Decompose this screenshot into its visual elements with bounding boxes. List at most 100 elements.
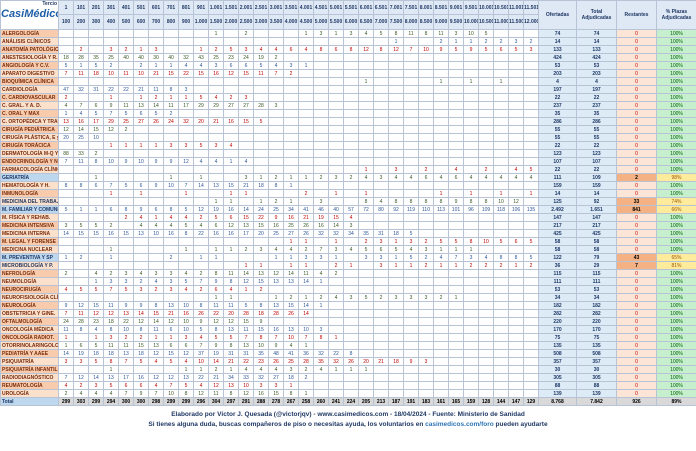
count: 1	[328, 189, 344, 198]
count	[403, 53, 419, 62]
count: 1	[208, 29, 224, 38]
count: 8	[208, 325, 224, 334]
count	[448, 181, 464, 190]
count	[463, 269, 479, 278]
count	[298, 109, 314, 118]
count: 13	[223, 325, 239, 334]
count: 37	[193, 349, 209, 358]
count	[358, 109, 374, 118]
count	[403, 69, 419, 78]
count: 26	[283, 309, 299, 318]
range-end: 6.500	[358, 14, 374, 30]
count	[208, 37, 224, 46]
count: 22	[118, 85, 134, 94]
count: 10	[163, 181, 179, 190]
count: 1	[223, 157, 239, 166]
footer-text: pueden ayudarte	[493, 421, 548, 428]
count	[193, 237, 209, 246]
count: 18	[88, 349, 104, 358]
count: 15	[238, 317, 254, 326]
count	[118, 77, 134, 86]
remaining: 0	[616, 37, 657, 46]
count: 18	[133, 349, 149, 358]
forum-link[interactable]: casimedicos.com/foro	[425, 421, 494, 428]
count: 21	[298, 213, 314, 222]
count	[283, 93, 299, 102]
count	[463, 389, 479, 398]
count	[298, 93, 314, 102]
count	[478, 357, 494, 366]
count	[403, 85, 419, 94]
count	[163, 245, 179, 254]
count	[463, 365, 479, 374]
count: 4	[88, 269, 104, 278]
count	[343, 389, 359, 398]
count	[328, 285, 344, 294]
count	[73, 197, 89, 206]
row: M. LEGAL Y FORENSE 1 1 1 2 3 1 3 2 5 5 8 10 5 6 5 58 58 0 1…	[0, 237, 696, 246]
count	[298, 125, 314, 134]
count	[358, 125, 374, 134]
count: 4	[373, 197, 389, 206]
count	[403, 141, 419, 150]
count: 3	[508, 37, 524, 46]
count	[508, 229, 524, 238]
row: C. ORAL Y MAX 1 4 5 7 5 6 5 2 35 35 0 100%	[0, 109, 696, 118]
count	[508, 285, 524, 294]
count: 11	[118, 69, 134, 78]
awarded: 147	[576, 213, 617, 222]
range-end: 600	[133, 14, 149, 30]
count	[403, 157, 419, 166]
count	[193, 37, 209, 46]
count	[283, 285, 299, 294]
count: 1	[223, 189, 239, 198]
count: 13	[148, 341, 164, 350]
count	[193, 85, 209, 94]
count	[448, 117, 464, 126]
count	[298, 37, 314, 46]
remaining: 926	[616, 397, 657, 406]
count	[238, 253, 254, 262]
count	[238, 293, 254, 302]
remaining: 0	[616, 157, 657, 166]
row: UROLOGÍA 2 4 4 4 7 9 7 10 8 12 11 8 12 16 15 8 1 139 139 0 10…	[0, 389, 696, 398]
count: 224	[343, 397, 359, 406]
count	[178, 165, 194, 174]
count: 165	[448, 397, 464, 406]
row: ANESTESIOLOGÍA Y R. 18 28 35 25 40 40 30 40 32 43 2…	[0, 53, 696, 62]
awarded: 4	[576, 77, 617, 86]
count: 2	[103, 269, 119, 278]
offered: 139	[538, 389, 577, 398]
count	[433, 221, 449, 230]
count	[88, 45, 104, 54]
count	[178, 77, 194, 86]
count	[58, 29, 74, 38]
count	[493, 381, 509, 390]
count	[223, 29, 239, 38]
percent: 100%	[656, 77, 696, 86]
count: 3	[403, 293, 419, 302]
count: 2	[493, 37, 509, 46]
count	[58, 173, 74, 182]
count	[358, 349, 374, 358]
count: 4	[478, 253, 494, 262]
count: 1	[493, 77, 509, 86]
specialty: M. LEGAL Y FORENSE	[0, 237, 59, 246]
count: 9	[148, 157, 164, 166]
count: 4	[148, 381, 164, 390]
count: 15	[163, 349, 179, 358]
count	[58, 245, 74, 254]
count: 1	[463, 189, 479, 198]
count: 1	[448, 293, 464, 302]
awarded: 123	[576, 149, 617, 158]
count: 4	[148, 357, 164, 366]
count: 260	[313, 397, 329, 406]
count: 14	[238, 269, 254, 278]
count: 12	[88, 309, 104, 318]
count	[493, 317, 509, 326]
count: 5	[448, 45, 464, 54]
count: 14	[298, 309, 314, 318]
count: 2	[58, 93, 74, 102]
count: 2	[433, 37, 449, 46]
count	[118, 189, 134, 198]
